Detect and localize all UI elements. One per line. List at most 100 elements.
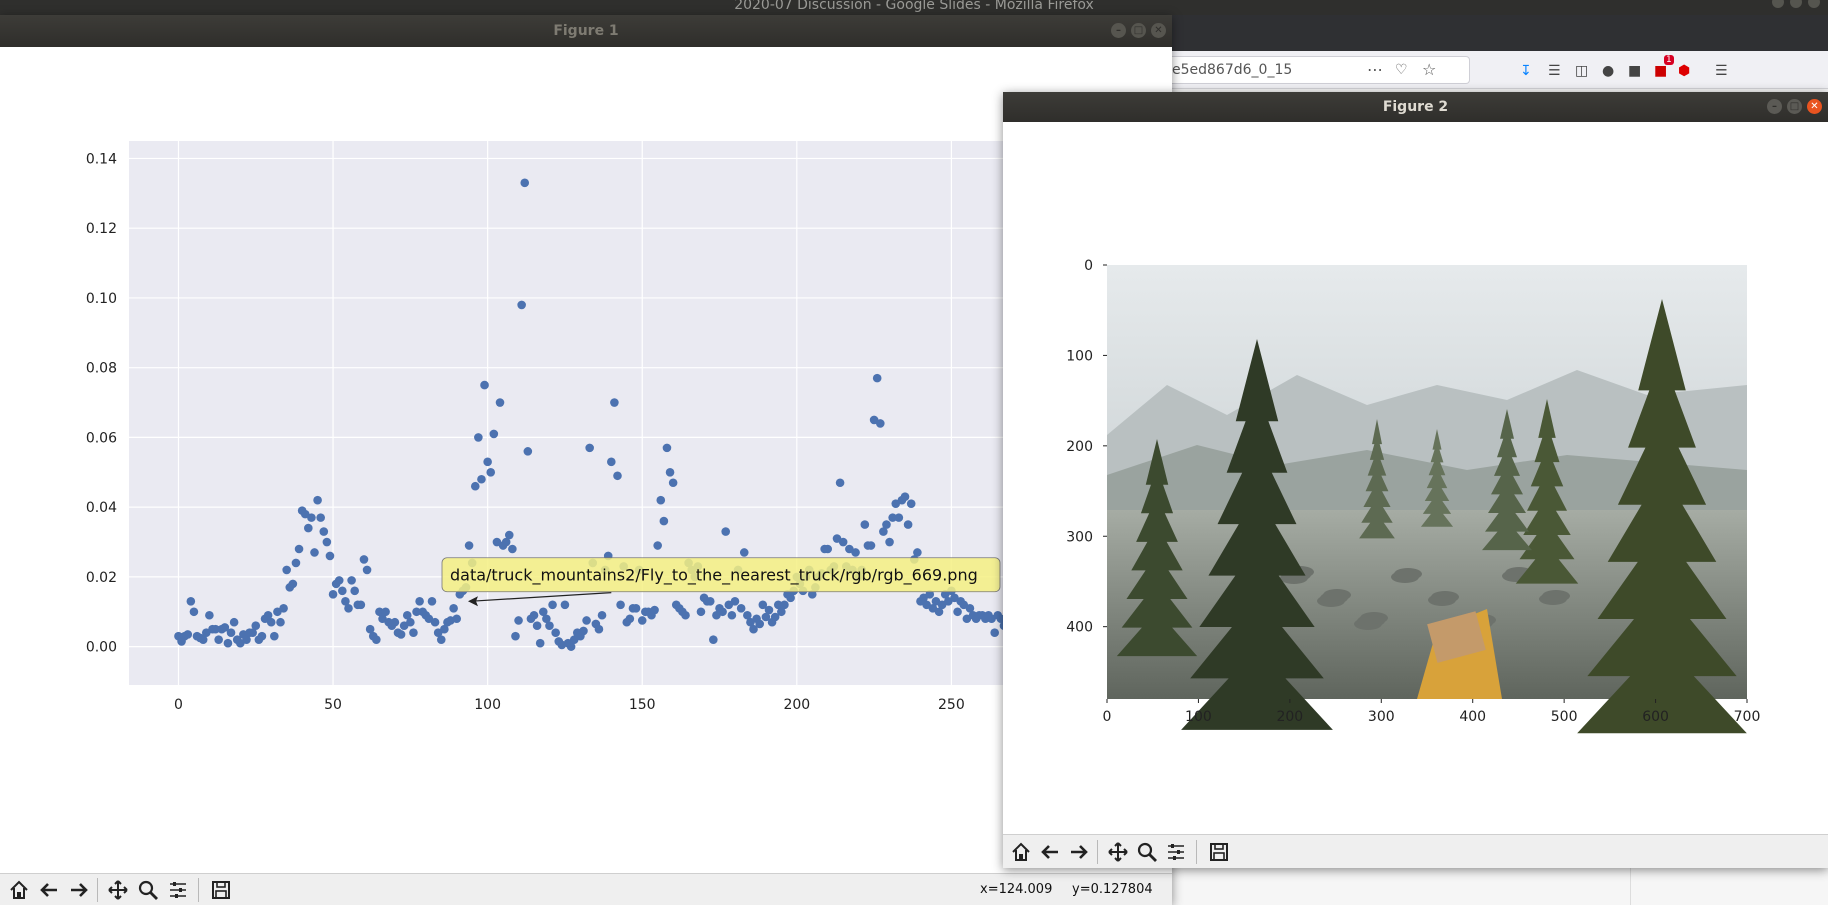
data-point[interactable] [449,603,458,613]
data-point[interactable] [344,603,353,613]
data-point[interactable] [319,527,329,536]
data-point[interactable] [415,597,424,606]
data-point[interactable] [291,558,301,568]
data-point[interactable] [517,300,526,310]
data-point[interactable] [436,635,446,644]
data-point[interactable] [406,617,415,627]
data-point[interactable] [607,457,616,467]
data-point[interactable] [879,527,888,536]
forward-button[interactable] [65,876,93,904]
data-point[interactable] [835,478,845,488]
data-point[interactable] [362,565,372,575]
data-point[interactable] [430,617,440,627]
data-point[interactable] [807,590,817,599]
pan-button[interactable] [1104,838,1132,866]
close-icon[interactable]: ✕ [1151,23,1166,38]
scatter-plot[interactable]: 0.00 0.02 0.04 0.06 0.08 0.10 0.12 0.14 0 50 100 15… [0,47,1172,873]
data-point[interactable] [773,600,783,610]
data-point[interactable] [721,527,731,536]
data-point[interactable] [229,617,239,627]
minimize-icon[interactable]: – [1767,99,1782,114]
data-point[interactable] [248,628,257,637]
forward-button[interactable] [1065,838,1093,866]
data-point[interactable] [310,548,319,557]
home-button[interactable] [1007,838,1035,866]
data-point[interactable] [758,600,768,610]
data-point[interactable] [953,607,962,617]
minimize-icon[interactable]: – [1111,23,1126,38]
data-point[interactable] [597,610,607,620]
data-point[interactable] [474,433,483,442]
data-point[interactable] [313,495,322,505]
data-point[interactable] [480,380,489,390]
data-point[interactable] [730,597,740,606]
data-point[interactable] [906,499,916,508]
data-point[interactable] [882,520,891,529]
data-point[interactable] [266,617,276,627]
data-point[interactable] [535,638,545,648]
data-point[interactable] [965,603,975,613]
data-point[interactable] [288,579,298,589]
data-point[interactable] [390,617,400,627]
maximize-icon[interactable]: □ [1787,99,1802,114]
data-point[interactable] [770,612,780,622]
pan-button[interactable] [104,876,132,904]
data-point[interactable] [381,607,390,617]
data-point[interactable] [205,610,214,620]
data-point[interactable] [282,565,291,575]
data-point[interactable] [325,551,335,561]
data-point[interactable] [532,621,542,631]
data-point[interactable] [665,467,675,477]
data-point[interactable] [214,635,223,644]
data-point[interactable] [613,471,622,481]
data-point[interactable] [888,513,897,522]
data-point[interactable] [903,520,913,529]
data-point[interactable] [823,544,833,554]
data-point[interactable] [412,607,421,617]
data-point[interactable] [851,548,860,557]
data-point[interactable] [242,635,251,644]
data-point[interactable] [637,616,647,625]
data-point[interactable] [189,607,199,617]
data-point[interactable] [739,548,749,557]
zoom-button[interactable] [1133,838,1161,866]
data-point[interactable] [402,610,412,620]
data-point[interactable] [761,612,771,622]
data-point[interactable] [560,600,570,610]
data-point[interactable] [483,457,492,467]
data-point[interactable] [743,610,752,620]
close-icon[interactable] [1808,0,1820,8]
downloads-icon[interactable]: ↧ [1520,63,1532,79]
data-point[interactable] [749,624,758,634]
data-point[interactable] [186,597,196,606]
configure-button[interactable] [1162,838,1190,866]
data-point[interactable] [328,590,338,599]
data-point[interactable] [650,605,659,615]
data-point[interactable] [409,628,418,637]
data-point[interactable] [616,600,625,610]
data-point[interactable] [508,544,517,554]
data-point[interactable] [304,523,313,533]
data-point[interactable] [885,537,894,547]
data-point[interactable] [594,624,604,634]
data-point[interactable] [681,610,690,620]
data-point[interactable] [495,398,505,407]
data-point[interactable] [307,513,316,522]
adblock-icon[interactable]: ⬢ [1678,63,1691,79]
data-point[interactable] [276,617,285,627]
data-point[interactable] [489,429,499,439]
page-actions-icon[interactable]: ⋯ [1367,60,1383,79]
configure-button[interactable] [164,876,192,904]
data-point[interactable] [736,603,746,613]
data-point[interactable] [501,537,511,547]
data-point[interactable] [452,614,462,624]
data-point[interactable] [486,467,496,477]
sidebar-icon[interactable]: ◫ [1575,63,1589,79]
data-point[interactable] [894,513,904,522]
data-point[interactable] [504,530,514,540]
data-point[interactable] [872,373,882,383]
menu-icon[interactable]: ☰ [1715,63,1728,79]
close-icon[interactable]: ✕ [1807,99,1822,114]
data-point[interactable] [529,610,539,620]
figure2-window[interactable]: Figure 2 – □ ✕ [1003,92,1828,868]
